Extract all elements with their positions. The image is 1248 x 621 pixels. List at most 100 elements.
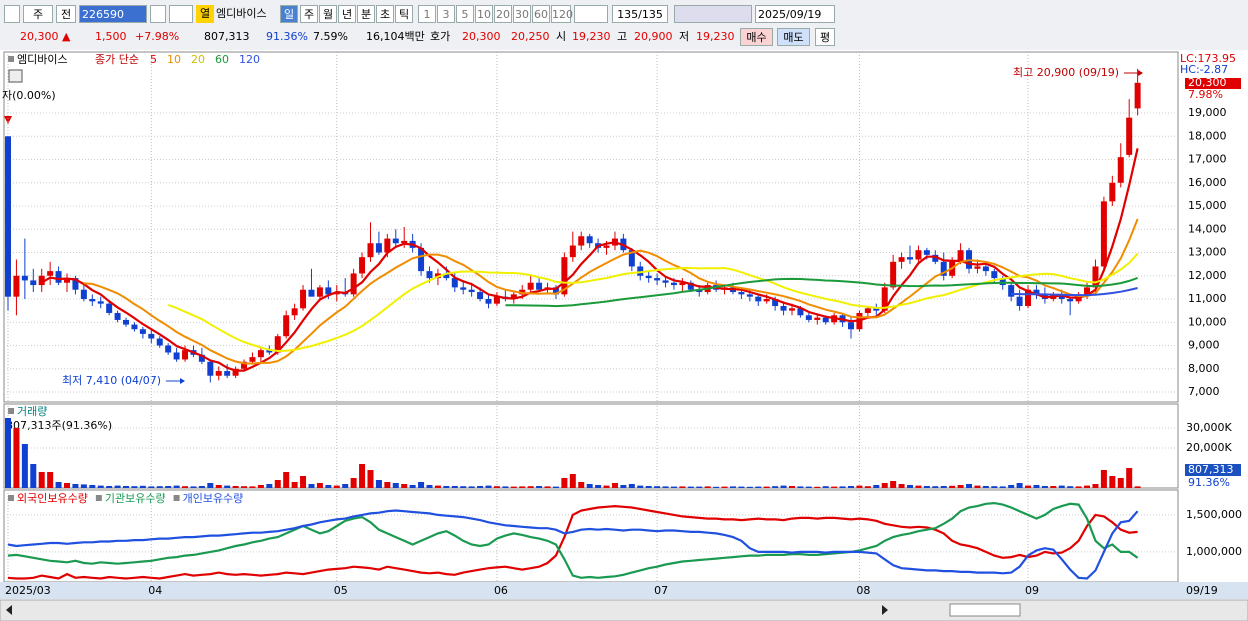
start-annotation: 자(0.00%) xyxy=(2,89,56,102)
eval-button[interactable]: 평 xyxy=(815,28,835,46)
volume-bar xyxy=(923,486,930,488)
volume-bar xyxy=(30,464,37,488)
volume-bar xyxy=(1109,476,1116,488)
volume-bar xyxy=(966,484,973,488)
volume-bar xyxy=(788,486,795,488)
volume-bar xyxy=(359,464,366,488)
volume-bar xyxy=(13,428,20,488)
volume-bar xyxy=(451,486,458,488)
period-button[interactable]: 년 xyxy=(338,5,356,23)
volume-bar xyxy=(864,486,871,488)
minute-button[interactable]: 5 xyxy=(456,5,474,23)
candle-body xyxy=(257,350,264,358)
minute-button[interactable]: 1 xyxy=(418,5,436,23)
volume-bar xyxy=(932,486,939,488)
price: 20,300 ▲ xyxy=(20,30,71,43)
volume-bar xyxy=(409,485,416,488)
scroll-bar[interactable] xyxy=(0,599,1248,621)
volume-bar xyxy=(257,485,264,488)
candle-body xyxy=(1067,299,1074,302)
last-price-label: 20,300 xyxy=(1188,76,1227,89)
prev-button[interactable]: 전 xyxy=(56,5,76,23)
volume-bar xyxy=(746,486,753,488)
stock-name: 엠디바이스 xyxy=(216,7,267,20)
volume-bar xyxy=(713,486,720,488)
candle-body xyxy=(645,275,652,279)
last-price-tag xyxy=(1185,78,1241,89)
minute-button[interactable]: 60 xyxy=(532,5,550,23)
sound-button[interactable] xyxy=(169,5,193,23)
candle-body xyxy=(384,238,391,253)
volume-bar xyxy=(308,484,315,488)
candle-body xyxy=(982,266,989,272)
volume-bar xyxy=(190,486,197,488)
last-rate-label: 7.98% xyxy=(1188,88,1223,101)
volume-bar xyxy=(106,486,113,488)
candle-body xyxy=(772,299,779,306)
code-input[interactable]: 226590 xyxy=(79,5,147,23)
volume-bar xyxy=(907,485,914,488)
y-tick-label: 14,000 xyxy=(1188,222,1227,235)
volume-bar xyxy=(957,485,964,488)
period-button[interactable]: 초 xyxy=(376,5,394,23)
candle-body xyxy=(274,336,281,353)
hc-label: HC:-2.87 xyxy=(1180,63,1228,76)
volume-bar xyxy=(561,478,568,488)
volume-bar xyxy=(696,486,703,488)
volume-bar xyxy=(687,486,694,488)
sell-button[interactable]: 매도 xyxy=(777,28,810,46)
period-button[interactable]: 분 xyxy=(357,5,375,23)
open-button[interactable]: 열 xyxy=(196,5,214,23)
period-button[interactable]: 주 xyxy=(300,5,318,23)
candle-body xyxy=(881,287,888,311)
volume-bar xyxy=(679,486,686,488)
period-button[interactable]: 틱 xyxy=(395,5,413,23)
buy-button[interactable]: 매수 xyxy=(740,28,773,46)
y-tick-label: 1,500,000 xyxy=(1186,508,1242,521)
volume-bar xyxy=(755,486,762,488)
last-volume-label: 807,313 xyxy=(1188,463,1234,476)
volume-bar xyxy=(839,486,846,488)
candle-body xyxy=(106,303,113,313)
volume-bar xyxy=(974,485,981,488)
candle-body xyxy=(670,282,677,286)
minute-button[interactable]: 20 xyxy=(494,5,512,23)
ma-legend: 5 xyxy=(150,53,157,66)
volume-bar xyxy=(131,486,138,488)
minute-button[interactable]: 10 xyxy=(475,5,493,23)
candle-body xyxy=(569,245,576,258)
period-button[interactable]: 월 xyxy=(319,5,337,23)
unit-select[interactable] xyxy=(574,5,608,23)
candle-body xyxy=(418,247,425,272)
candle-body xyxy=(1025,289,1032,306)
zoom-slider[interactable] xyxy=(949,603,1021,617)
calendar-icon[interactable] xyxy=(8,69,23,83)
candle-body xyxy=(696,289,703,293)
candle-body xyxy=(460,287,467,290)
menu-icon[interactable] xyxy=(4,5,20,23)
volume-bar xyxy=(898,484,905,488)
minute-button[interactable]: 120 xyxy=(551,5,573,23)
period-button[interactable]: 일 xyxy=(280,5,298,23)
candle-body xyxy=(283,315,290,337)
volume-bar xyxy=(342,484,349,488)
volume-bar xyxy=(1067,486,1074,488)
volume-bar xyxy=(232,486,239,488)
volume-bar xyxy=(55,482,62,488)
minute-button[interactable]: 3 xyxy=(437,5,455,23)
date-input[interactable]: 2025/09/19 xyxy=(755,5,835,23)
volume-bar xyxy=(780,485,787,488)
count-input[interactable]: 135/135 xyxy=(612,5,668,23)
tool-icons[interactable] xyxy=(674,5,752,23)
candle-body xyxy=(974,266,981,269)
market-select[interactable]: 주 xyxy=(23,5,53,23)
search-button[interactable] xyxy=(150,5,166,23)
y-tick-label: 17,000 xyxy=(1188,153,1227,166)
volume-bar xyxy=(999,486,1006,488)
candle-body xyxy=(266,350,273,353)
scroll-right[interactable] xyxy=(882,605,888,615)
scroll-left[interactable] xyxy=(6,605,12,615)
minute-button[interactable]: 30 xyxy=(513,5,531,23)
candle-body xyxy=(291,308,298,316)
